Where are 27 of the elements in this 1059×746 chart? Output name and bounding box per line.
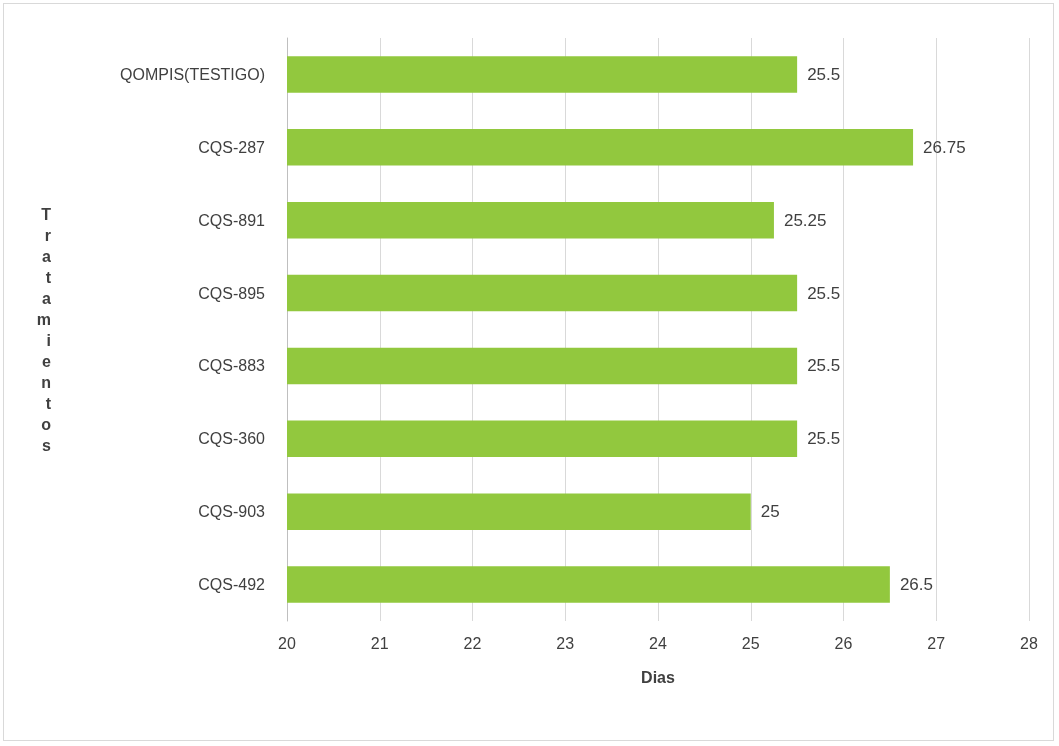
data-label: 26.75 <box>923 137 966 157</box>
y-tick-label: CQS-895 <box>198 284 266 302</box>
data-label: 25.5 <box>807 429 841 449</box>
y-tick-label: CQS-891 <box>198 211 266 229</box>
y-tick-label: QOMPIS(TESTIGO) <box>120 65 265 83</box>
x-tick-label: 21 <box>370 634 389 652</box>
x-tick-label: 20 <box>278 634 296 652</box>
y-tick-label: CQS-883 <box>198 357 266 375</box>
data-label: 25 <box>760 502 780 522</box>
x-tick-label: 27 <box>927 634 946 652</box>
y-tick-label: CQS-287 <box>198 138 266 156</box>
x-tick-label: 28 <box>1020 634 1038 652</box>
x-tick-label: 24 <box>649 634 667 652</box>
y-tick-label: CQS-903 <box>198 503 266 521</box>
x-tick-label: 22 <box>463 634 482 652</box>
y-tick-label: CQS-360 <box>198 430 266 448</box>
x-tick-label: 26 <box>834 634 853 652</box>
data-label: 25.5 <box>807 356 841 376</box>
data-label: 25.5 <box>807 283 841 303</box>
y-tick-label: CQS-492 <box>198 576 266 594</box>
data-label: 25.5 <box>807 64 841 84</box>
data-label: 26.5 <box>899 575 933 595</box>
data-label: 25.25 <box>783 210 827 230</box>
text: Tratamientos <box>36 205 51 454</box>
x-axis-title: Dias <box>641 668 675 686</box>
x-tick-label: 23 <box>556 634 575 652</box>
x-tick-label: 25 <box>741 634 760 652</box>
